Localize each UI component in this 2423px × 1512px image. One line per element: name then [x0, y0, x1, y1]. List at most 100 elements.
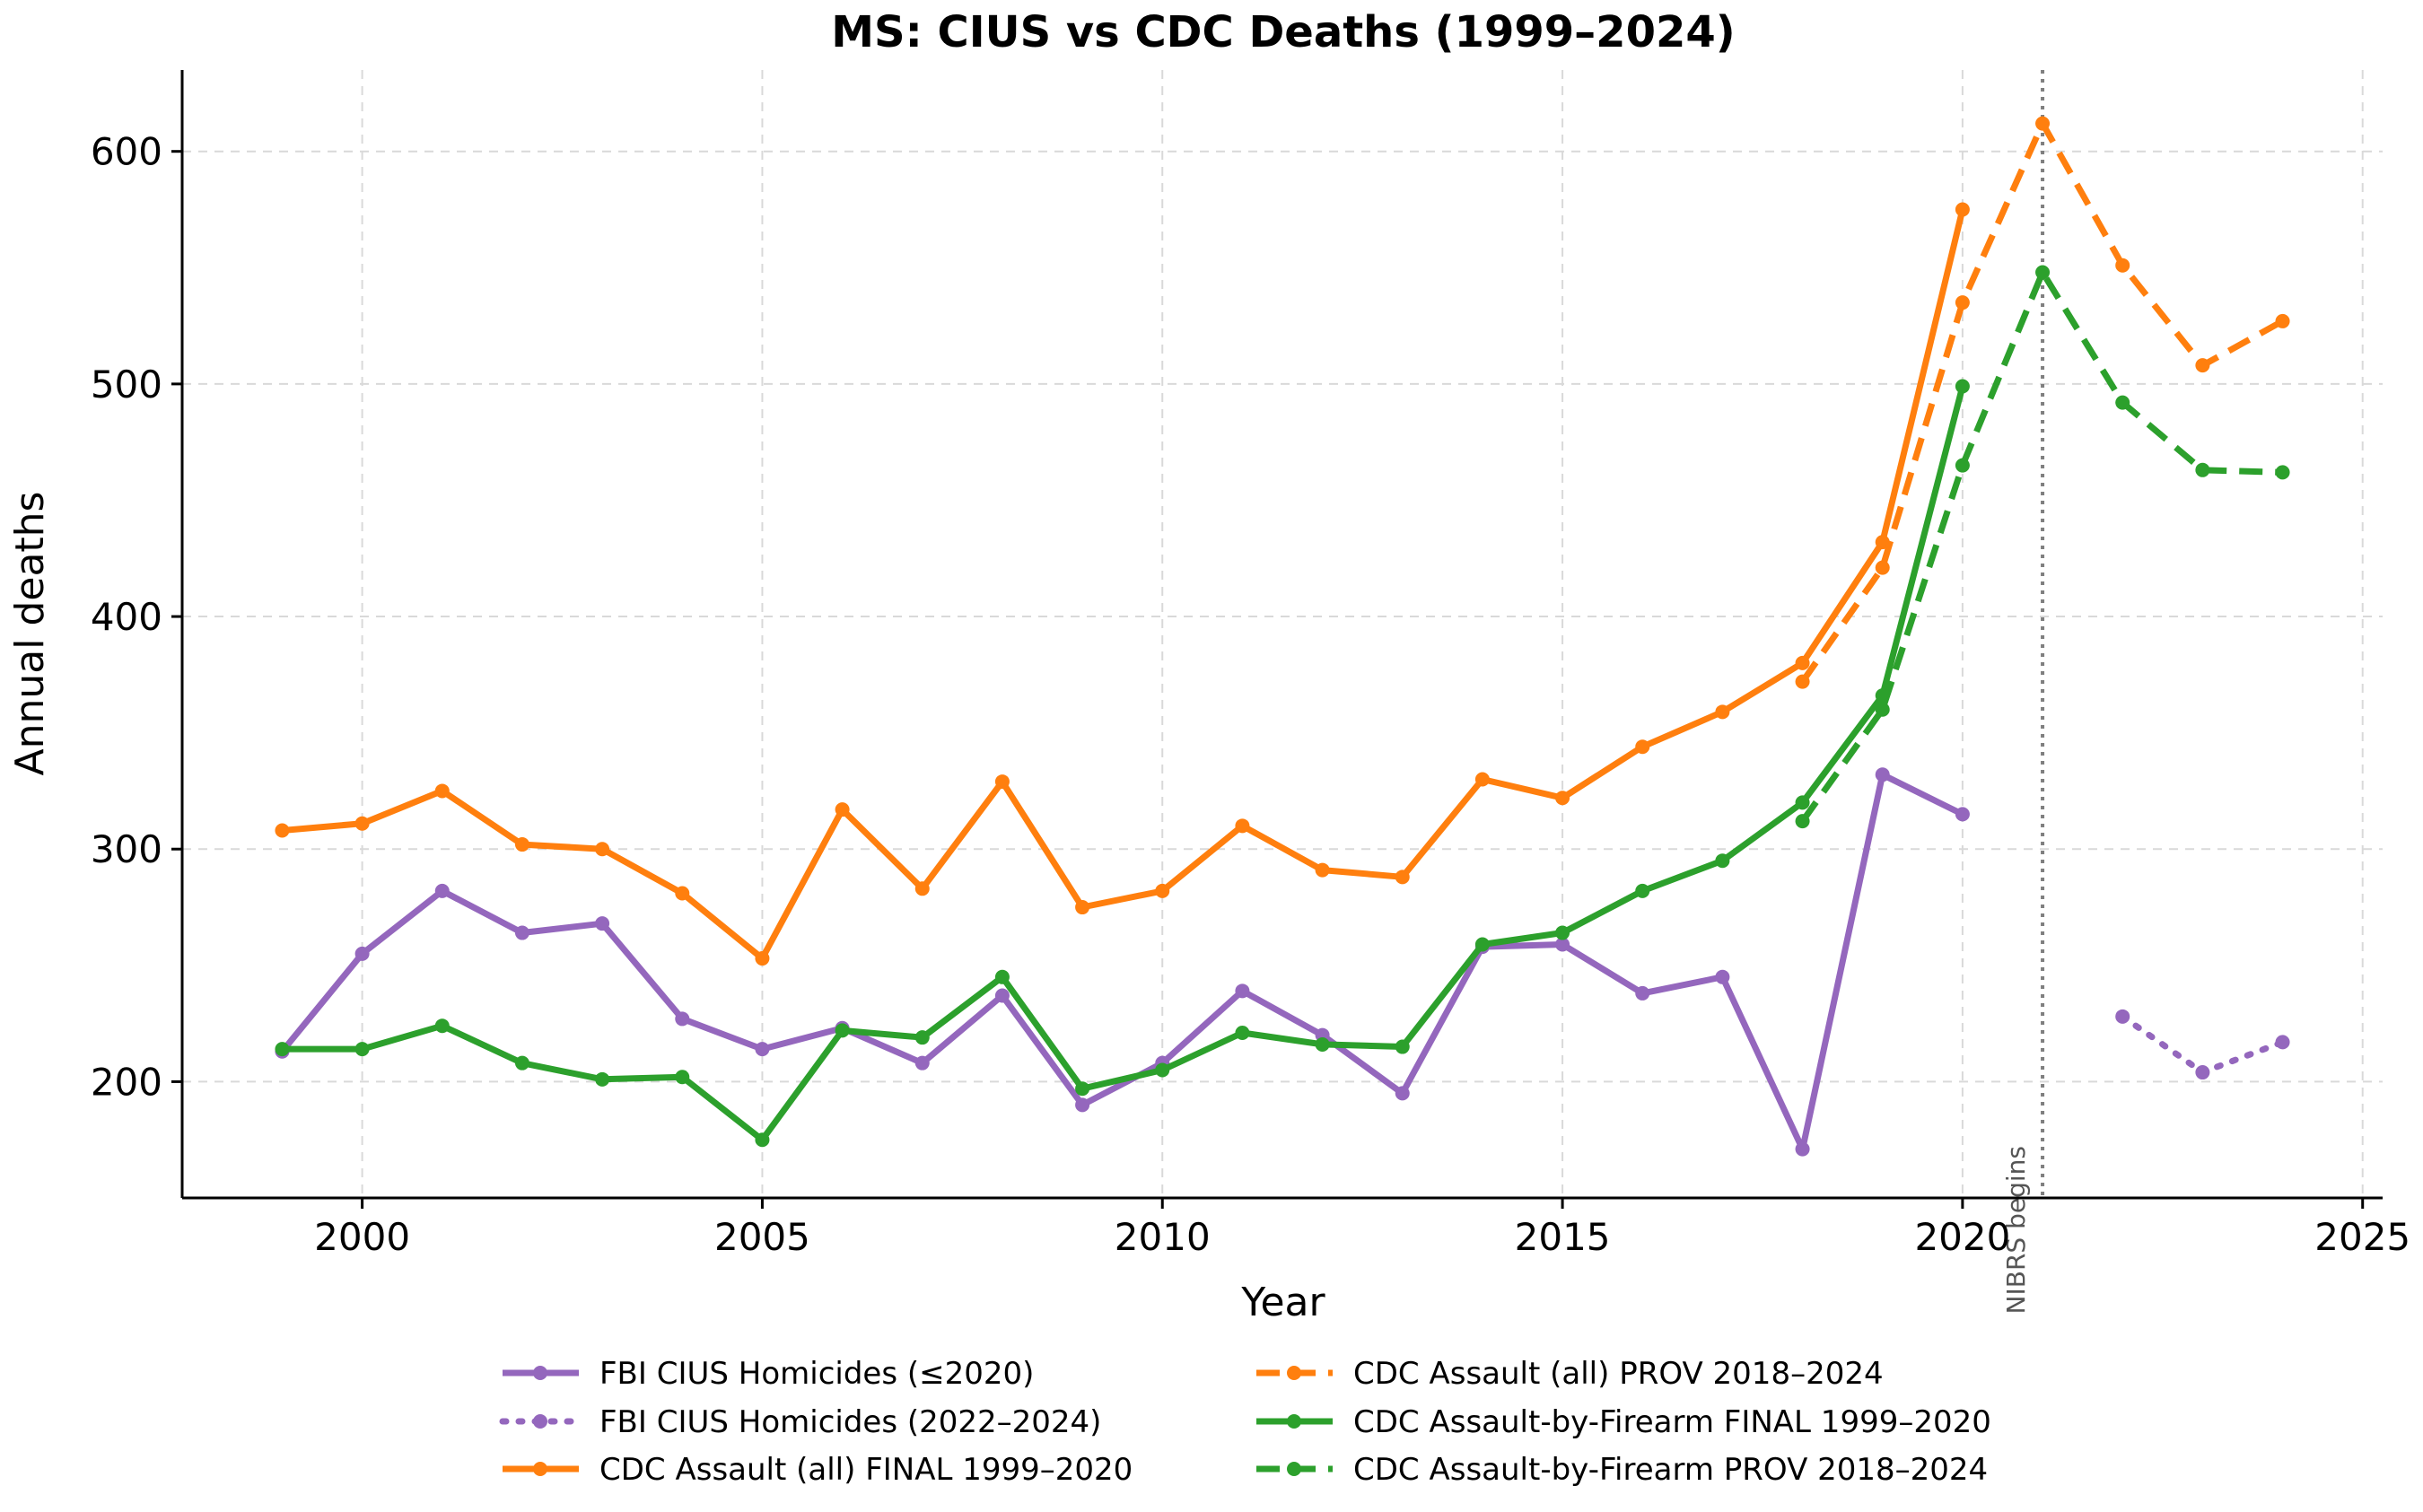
- data-point: [755, 951, 770, 966]
- legend-label: FBI CIUS Homicides (2022–2024): [599, 1404, 1101, 1440]
- data-point: [1155, 883, 1170, 898]
- data-point: [2275, 313, 2290, 328]
- legend-marker: [533, 1366, 547, 1380]
- data-point: [434, 1018, 450, 1034]
- data-point: [835, 802, 850, 817]
- data-point: [1235, 1025, 1250, 1040]
- data-point: [514, 1055, 529, 1071]
- data-point: [434, 883, 450, 898]
- y-tick-label: 200: [91, 1060, 162, 1104]
- data-point: [354, 1042, 370, 1057]
- data-point: [2035, 116, 2051, 131]
- grid: [182, 70, 2383, 1198]
- data-point: [1075, 1097, 1090, 1113]
- legend-marker: [1287, 1414, 1301, 1429]
- legend-label: CDC Assault-by-Firearm FINAL 1999–2020: [1353, 1404, 1991, 1440]
- legend-item: FBI CIUS Homicides (≤2020): [503, 1356, 1034, 1392]
- x-tick-label: 2025: [2314, 1215, 2410, 1259]
- data-point: [2195, 358, 2210, 373]
- series-layer: [275, 116, 2290, 1157]
- data-point: [1955, 295, 1970, 310]
- series-line: [282, 385, 1966, 1143]
- data-point: [1955, 458, 1970, 473]
- data-point: [994, 988, 1010, 1003]
- data-point: [595, 842, 610, 857]
- data-point: [1235, 818, 1250, 834]
- series-6: [1795, 265, 2290, 829]
- y-tick-label: 600: [91, 130, 162, 174]
- data-point: [1235, 983, 1250, 999]
- series-line: [282, 208, 1966, 962]
- data-point: [914, 881, 930, 896]
- data-point: [1795, 655, 1810, 670]
- data-point: [1635, 883, 1650, 898]
- legend-marker: [533, 1414, 547, 1429]
- data-point: [835, 1023, 850, 1038]
- legend-item: CDC Assault (all) FINAL 1999–2020: [503, 1452, 1133, 1488]
- y-tick-label: 400: [91, 595, 162, 639]
- data-point: [1155, 1062, 1170, 1078]
- x-tick-label: 2015: [1515, 1215, 1611, 1259]
- series-5: [275, 379, 1970, 1148]
- legend-item: CDC Assault-by-Firearm FINAL 1999–2020: [1256, 1404, 1991, 1440]
- data-point: [1715, 704, 1730, 720]
- data-point: [1875, 767, 1890, 782]
- data-point: [514, 837, 529, 852]
- legend-item: CDC Assault-by-Firearm PROV 2018–2024: [1256, 1452, 1988, 1488]
- data-point: [595, 916, 610, 931]
- y-tick-label: 300: [91, 827, 162, 871]
- data-point: [994, 774, 1010, 790]
- data-point: [1795, 1141, 1810, 1157]
- data-point: [2115, 258, 2130, 273]
- legend-item: FBI CIUS Homicides (2022–2024): [499, 1404, 1101, 1440]
- legend-item: CDC Assault (all) PROV 2018–2024: [1256, 1356, 1884, 1392]
- x-tick-label: 2005: [714, 1215, 810, 1259]
- series-4: [1795, 116, 2290, 689]
- axes: 2000 2005 2010 2015 2020 2025 200 300 400 500 600: [91, 70, 2410, 1259]
- series-1: [275, 767, 1970, 1157]
- data-point: [1555, 791, 1570, 806]
- data-point: [1635, 985, 1650, 1001]
- series-line: [279, 771, 1964, 1153]
- data-point: [275, 1042, 290, 1057]
- data-point: [914, 1055, 930, 1071]
- data-point: [2275, 1035, 2290, 1050]
- legend-marker: [533, 1462, 547, 1476]
- data-point: [2275, 465, 2290, 480]
- data-point: [1395, 1039, 1410, 1054]
- y-axis-label: Annual deaths: [7, 492, 53, 776]
- data-point: [354, 816, 370, 831]
- data-point: [1795, 674, 1810, 689]
- x-tick-label: 2000: [314, 1215, 410, 1259]
- nibrs-annotation: NIBRS begins: [2001, 1146, 2031, 1314]
- data-point: [2195, 462, 2210, 477]
- series-2: [2115, 1009, 2290, 1080]
- data-point: [354, 946, 370, 961]
- data-point: [675, 1070, 690, 1085]
- data-point: [2035, 265, 2051, 280]
- data-point: [2115, 395, 2130, 410]
- x-tick-label: 2010: [1115, 1215, 1211, 1259]
- legend-label: CDC Assault-by-Firearm PROV 2018–2024: [1353, 1452, 1988, 1488]
- data-point: [595, 1071, 610, 1087]
- chart-title: MS: CIUS vs CDC Deaths (1999–2024): [831, 7, 1735, 57]
- annotation-layer: NIBRS begins: [2001, 70, 2045, 1314]
- data-point: [514, 925, 529, 940]
- data-point: [2195, 1065, 2210, 1080]
- data-point: [1555, 937, 1570, 952]
- data-point: [1395, 870, 1410, 885]
- data-point: [1955, 807, 1970, 822]
- data-point: [2115, 1009, 2130, 1024]
- data-point: [994, 969, 1010, 984]
- data-point: [1474, 772, 1490, 787]
- data-point: [1075, 900, 1090, 915]
- data-point: [1315, 862, 1330, 878]
- legend-label: CDC Assault (all) FINAL 1999–2020: [599, 1452, 1133, 1488]
- data-point: [1955, 379, 1970, 394]
- y-tick-label: 500: [91, 363, 162, 406]
- data-point: [675, 886, 690, 901]
- data-point: [1955, 202, 1970, 217]
